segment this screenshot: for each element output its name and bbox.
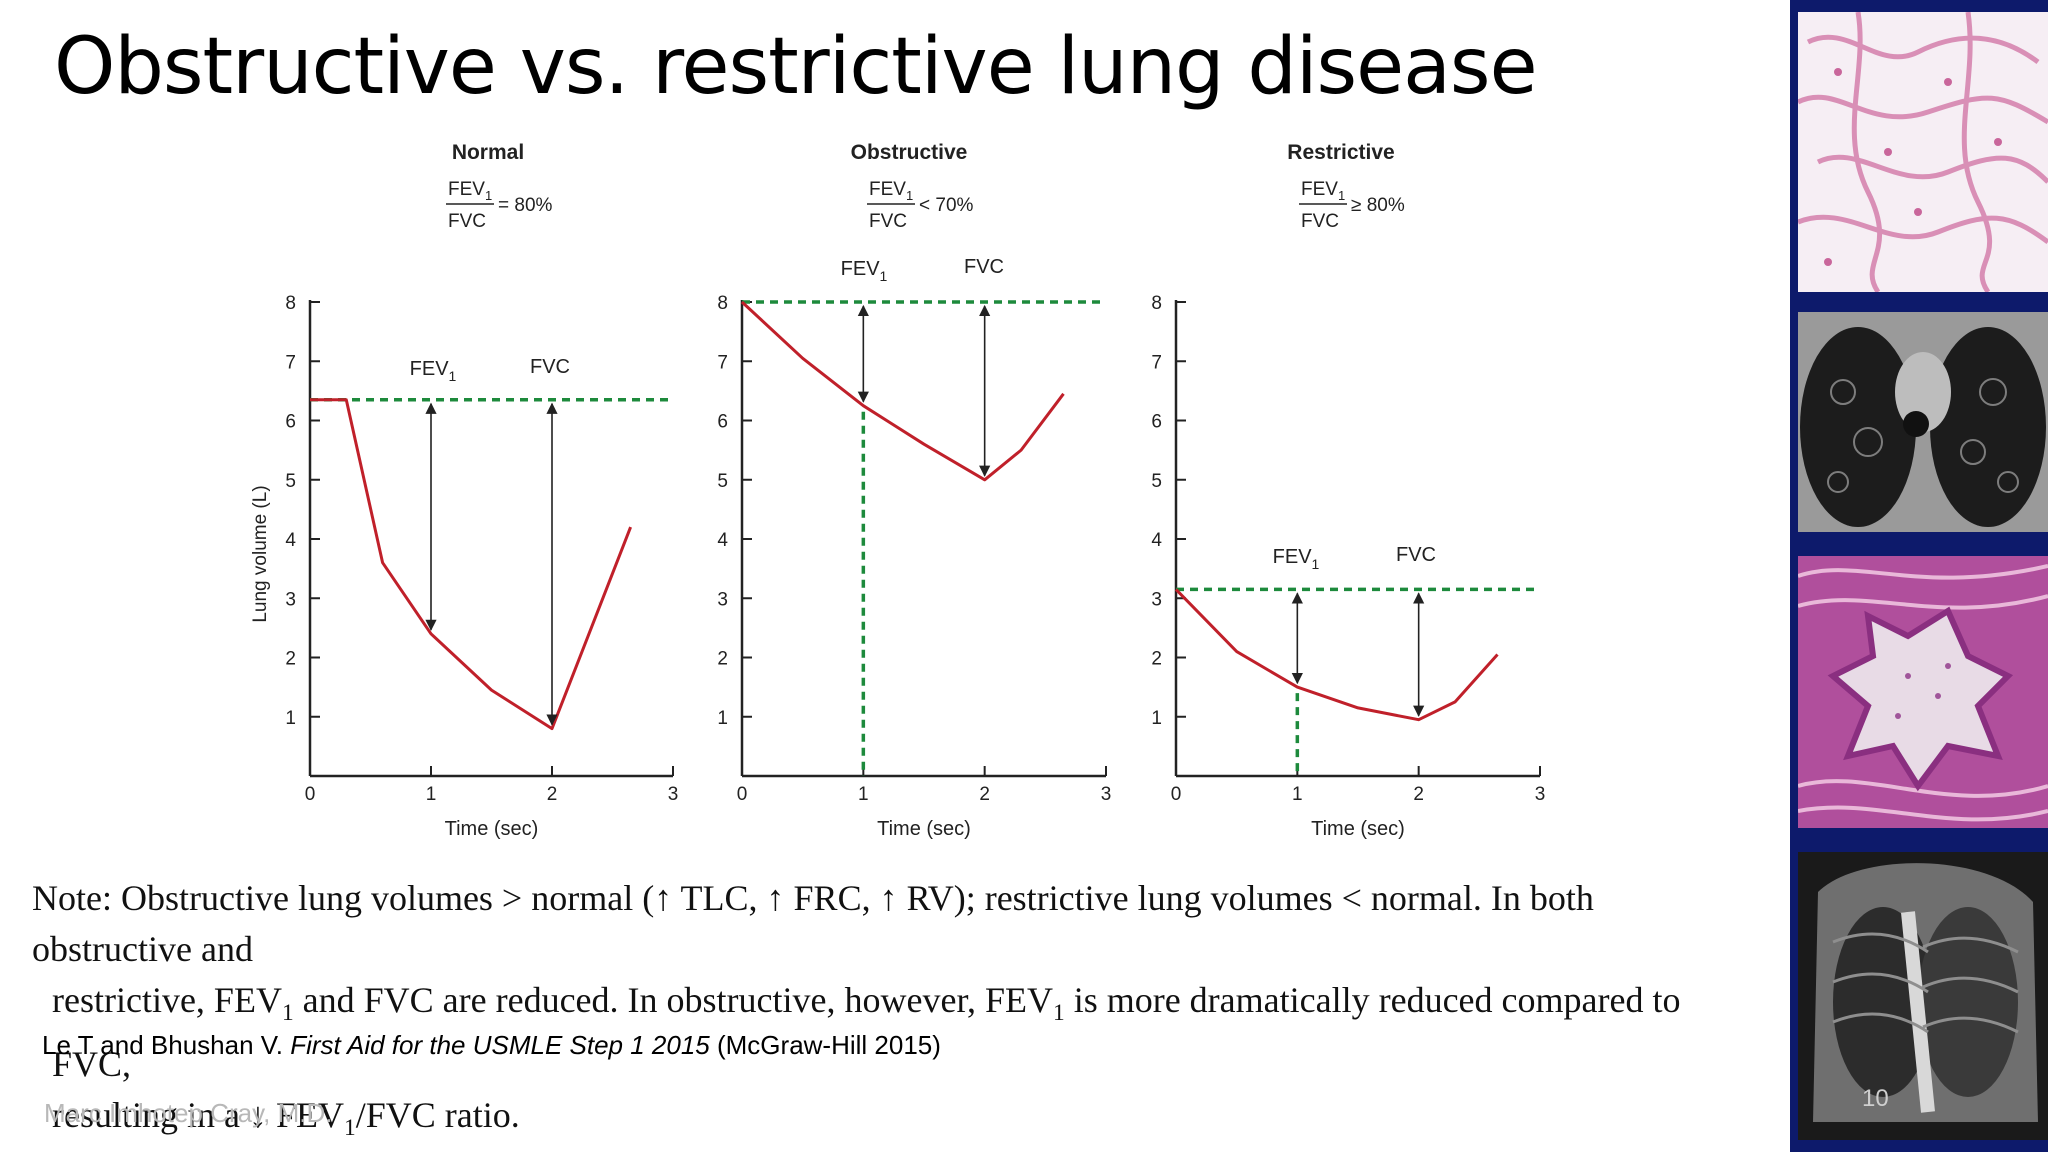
citation: Le T and Bhushan V. First Aid for the US… bbox=[42, 1030, 941, 1060]
note-line-3: resulting in a ↓ FEV1/FVC ratio. bbox=[52, 1095, 520, 1142]
x-axis-label: Time (sec) bbox=[1311, 818, 1405, 840]
y-tick-label: 1 bbox=[1151, 708, 1162, 729]
x-tick-label: 1 bbox=[426, 784, 437, 805]
page-number: 10 bbox=[1862, 1085, 1889, 1112]
chart-normal: Normal FEV1 FVC = 80% 1 2 3 4 5 6 7 8 0 1 2 3 Time (sec)… bbox=[250, 141, 678, 840]
volume-curve bbox=[310, 398, 632, 731]
ratio-numerator-sub: 1 bbox=[485, 188, 492, 203]
chart-restrictive: Restrictive FEV1 FVC ≥ 80% 1 2 3 4 5 6 7 8 0 1 2 3 Time … bbox=[1151, 141, 1545, 840]
note-line-2: restrictive, FEV1 and FVC are reduced. I… bbox=[52, 980, 1681, 1085]
volume-curve bbox=[740, 300, 1065, 482]
chart-obstructive: Obstructive FEV1 FVC < 70% 1 2 3 4 5 6 7 8 0 1 2 3 Time … bbox=[717, 141, 1111, 840]
y-tick-label: 6 bbox=[285, 412, 296, 433]
ratio-value: = 80% bbox=[498, 195, 553, 216]
x-tick-label: 0 bbox=[305, 784, 316, 805]
ratio-numerator-sub: 1 bbox=[1338, 188, 1345, 203]
y-axis-label: Lung volume (L) bbox=[250, 485, 271, 622]
y-tick-label: 6 bbox=[1151, 412, 1162, 433]
ratio-denominator: FVC bbox=[1301, 211, 1339, 232]
lung-histology-image bbox=[1798, 12, 2048, 292]
ratio-numerator-sub: 1 bbox=[906, 188, 913, 203]
ratio-numerator: FEV1 bbox=[869, 179, 913, 203]
ratio-denominator: FVC bbox=[448, 211, 486, 232]
ratio-denominator: FVC bbox=[869, 211, 907, 232]
y-tick-label: 7 bbox=[1151, 352, 1162, 373]
note-text: Note: Obstructive lung volumes > normal … bbox=[32, 873, 1762, 1154]
y-tick-label: 5 bbox=[285, 471, 296, 492]
volume-curve bbox=[1174, 588, 1499, 722]
x-tick-label: 0 bbox=[737, 784, 748, 805]
x-tick-label: 2 bbox=[547, 784, 558, 805]
note-line-1: Note: Obstructive lung volumes > normal … bbox=[32, 878, 1594, 969]
ratio-numerator: FEV1 bbox=[448, 179, 492, 203]
x-tick-label: 3 bbox=[1535, 784, 1546, 805]
y-tick-label: 7 bbox=[717, 352, 728, 373]
y-tick-label: 5 bbox=[717, 471, 728, 492]
fev1-label: FEV1 bbox=[410, 358, 457, 384]
ratio-value: ≥ 80% bbox=[1351, 195, 1405, 216]
image-sidebar bbox=[1790, 0, 2048, 1152]
x-tick-label: 3 bbox=[668, 784, 679, 805]
chest-xray-image bbox=[1798, 852, 2048, 1140]
x-tick-label: 1 bbox=[1292, 784, 1303, 805]
y-tick-label: 3 bbox=[285, 589, 296, 610]
fev1-label: FEV1 bbox=[1273, 546, 1320, 572]
bronchus-histology-image bbox=[1798, 556, 2048, 828]
y-tick-label: 7 bbox=[285, 352, 296, 373]
x-tick-label: 2 bbox=[979, 784, 990, 805]
spirometry-figure: Normal FEV1 FVC = 80% 1 2 3 4 5 6 7 8 0 1 2 3 Time (sec)… bbox=[250, 141, 1545, 840]
y-tick-label: 5 bbox=[1151, 471, 1162, 492]
y-tick-label: 8 bbox=[285, 293, 296, 314]
ratio-value: < 70% bbox=[919, 195, 974, 216]
fev1-label-sub: 1 bbox=[449, 368, 457, 384]
y-tick-label: 2 bbox=[717, 649, 728, 670]
y-tick-label: 8 bbox=[1151, 293, 1162, 314]
y-tick-label: 3 bbox=[717, 589, 728, 610]
y-tick-label: 1 bbox=[717, 708, 728, 729]
x-tick-label: 0 bbox=[1171, 784, 1182, 805]
y-tick-label: 4 bbox=[717, 530, 728, 551]
fvc-label: FVC bbox=[964, 256, 1004, 278]
x-tick-label: 1 bbox=[858, 784, 869, 805]
y-tick-label: 8 bbox=[717, 293, 728, 314]
x-axis-label: Time (sec) bbox=[445, 818, 539, 840]
fvc-label: FVC bbox=[1396, 544, 1436, 566]
fev1-label: FEV1 bbox=[841, 258, 888, 284]
x-tick-label: 2 bbox=[1413, 784, 1424, 805]
slide-title: Obstructive vs. restrictive lung disease bbox=[54, 22, 1538, 112]
fev1-label-sub: 1 bbox=[880, 268, 888, 284]
fvc-label: FVC bbox=[530, 356, 570, 378]
y-tick-label: 6 bbox=[717, 412, 728, 433]
ratio-numerator: FEV1 bbox=[1301, 179, 1345, 203]
chart-title: Obstructive bbox=[851, 141, 968, 164]
y-tick-label: 4 bbox=[1151, 530, 1162, 551]
y-tick-label: 3 bbox=[1151, 589, 1162, 610]
author-credit: Marc Imhotep Cray, M.D. bbox=[44, 1098, 333, 1128]
y-tick-label: 1 bbox=[285, 708, 296, 729]
chart-title: Restrictive bbox=[1287, 141, 1394, 164]
fev1-label-sub: 1 bbox=[1312, 556, 1320, 572]
x-tick-label: 3 bbox=[1101, 784, 1112, 805]
chest-ct-image bbox=[1798, 312, 2048, 532]
y-tick-label: 4 bbox=[285, 530, 296, 551]
y-tick-label: 2 bbox=[285, 649, 296, 670]
y-tick-label: 2 bbox=[1151, 649, 1162, 670]
chart-title: Normal bbox=[452, 141, 524, 164]
x-axis-label: Time (sec) bbox=[877, 818, 971, 840]
